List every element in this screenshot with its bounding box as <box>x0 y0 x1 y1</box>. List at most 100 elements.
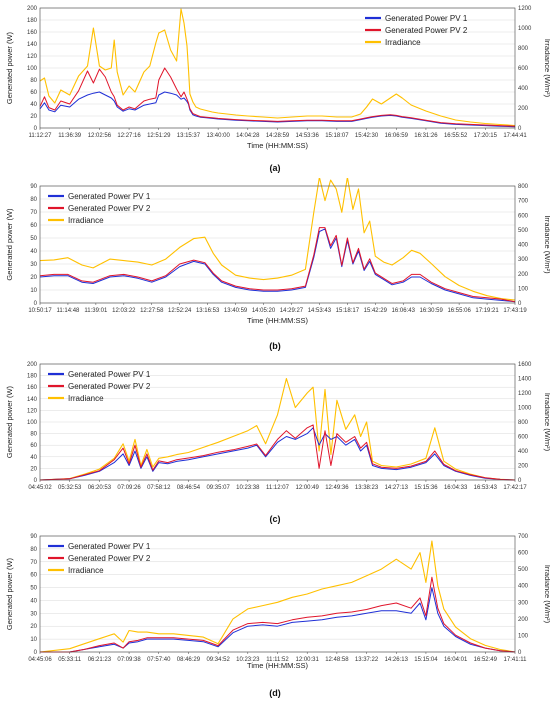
x-tick-label: 16:04:33 <box>444 485 468 491</box>
y-axis-label: Generated power (W) <box>5 385 14 458</box>
x-tick-label: 16:30:59 <box>419 308 443 314</box>
y-tick-label: 50 <box>30 586 37 592</box>
y-tick-label: 140 <box>27 42 38 48</box>
x-tick-label: 04:45:02 <box>28 485 52 491</box>
x-tick-label: 11:14:48 <box>56 308 80 314</box>
x-tick-label: 16:55:06 <box>447 308 471 314</box>
y-tick-label: 60 <box>30 573 37 579</box>
series-line-irradiance <box>39 377 516 481</box>
x-tick-label: 17:20:15 <box>474 133 498 139</box>
x-tick-label: 17:42:17 <box>503 485 527 491</box>
x-tick-label: 14:04:28 <box>236 133 260 139</box>
y-tick-label: 80 <box>30 432 37 438</box>
x-tick-label: 11:12:07 <box>266 485 290 491</box>
x-axis-label: Time (HH:MM:SS) <box>247 141 308 150</box>
chart-panel-a: 0 20 40 60 80 100 120 140 160 180 200 0 200 400 600 800… <box>0 0 550 178</box>
x-tick-label: 07:58:12 <box>147 485 171 491</box>
y2-tick-label: 200 <box>518 272 529 278</box>
y-tick-label: 30 <box>30 611 37 617</box>
y-tick-label: 60 <box>30 443 37 449</box>
x-tick-label: 16:04:01 <box>444 657 468 663</box>
plot-frame <box>39 7 516 129</box>
x-tick-label: 07:09:26 <box>117 485 141 491</box>
x-tick-label: 12:00:31 <box>296 657 320 663</box>
y2-tick-label: 1000 <box>518 406 532 412</box>
x-tick-label: 13:16:53 <box>196 308 220 314</box>
panel-caption: (b) <box>269 341 281 351</box>
y-tick-label: 80 <box>30 78 37 84</box>
x-tick-label: 15:18:07 <box>325 133 349 139</box>
legend-label: Generated Power PV 2 <box>385 26 468 35</box>
plot-frame <box>39 363 516 481</box>
y2-axis-label: Irradiance (W/m²) <box>543 215 550 274</box>
x-axis-label: Time (HH:MM:SS) <box>247 661 308 670</box>
legend-label: Generated Power PV 2 <box>68 554 151 563</box>
x-tick-label: 13:37:22 <box>355 657 379 663</box>
x-tick-label: 11:11:52 <box>266 657 289 663</box>
x-tick-label: 16:55:52 <box>444 133 468 139</box>
x-tick-label: 06:20:53 <box>88 485 112 491</box>
x-tick-label: 07:09:38 <box>117 657 141 663</box>
legend-label: Generated Power PV 1 <box>68 370 151 379</box>
y-tick-label: 200 <box>27 362 38 368</box>
x-tick-label: 17:44:41 <box>503 133 527 139</box>
x-tick-label: 12:00:49 <box>296 485 320 491</box>
y-tick-label: 20 <box>30 624 37 630</box>
y2-tick-label: 0 <box>518 478 522 484</box>
legend-label: Irradiance <box>68 566 104 575</box>
series-line-generated-power-pv-1 <box>39 91 516 128</box>
series-line-irradiance <box>39 176 516 301</box>
x-tick-label: 08:46:54 <box>177 485 201 491</box>
x-tick-label: 17:43:19 <box>503 308 527 314</box>
x-tick-label: 12:49:36 <box>325 485 349 491</box>
y-tick-label: 0 <box>34 126 38 132</box>
y2-tick-label: 600 <box>518 435 529 441</box>
x-tick-label: 11:36:39 <box>58 133 82 139</box>
x-tick-label: 15:42:30 <box>355 133 379 139</box>
y2-tick-label: 0 <box>518 301 522 307</box>
legend-label: Generated Power PV 2 <box>68 204 151 213</box>
y2-tick-label: 400 <box>518 449 529 455</box>
y2-tick-label: 1200 <box>518 391 532 397</box>
y-tick-label: 70 <box>30 560 37 566</box>
y-tick-label: 180 <box>27 18 38 24</box>
y-tick-label: 20 <box>30 466 37 472</box>
x-tick-label: 17:19:21 <box>475 308 499 314</box>
x-tick-label: 12:27:16 <box>117 133 141 139</box>
y2-tick-label: 100 <box>518 286 529 292</box>
y2-tick-label: 700 <box>518 534 529 540</box>
y-tick-label: 40 <box>30 598 37 604</box>
y-tick-label: 60 <box>30 223 37 229</box>
y2-tick-label: 800 <box>518 420 529 426</box>
x-tick-label: 15:15:36 <box>414 485 438 491</box>
x-tick-label: 12:27:58 <box>140 308 164 314</box>
chart-svg: 0 20 40 60 80 100 120 140 160 180 200 0 200 400 600 800… <box>5 6 550 173</box>
y2-tick-label: 400 <box>518 243 529 249</box>
y-tick-label: 80 <box>30 547 37 553</box>
x-tick-label: 16:06:59 <box>385 133 409 139</box>
y-tick-label: 200 <box>27 6 38 12</box>
panel-caption: (a) <box>270 163 281 173</box>
chart-panel-d: 0 10 20 30 40 50 60 70 80 90 0 100 200 300 400 500 600 70… <box>0 528 550 705</box>
y-tick-label: 100 <box>27 420 38 426</box>
chart-panel-b: 0 10 20 30 40 50 60 70 80 90 0 100 200 300 400 500 600 70… <box>0 176 550 356</box>
y-tick-label: 120 <box>27 408 38 414</box>
x-tick-label: 14:53:36 <box>296 133 320 139</box>
y2-tick-label: 600 <box>518 551 529 557</box>
y2-tick-label: 0 <box>518 650 522 656</box>
y-tick-label: 80 <box>30 197 37 203</box>
y-tick-label: 180 <box>27 374 38 380</box>
x-tick-label: 11:39:01 <box>84 308 108 314</box>
y-tick-label: 90 <box>30 534 37 540</box>
chart-svg: 0 20 40 60 80 100 120 140 160 180 200 0 200 400 600 800… <box>5 362 550 524</box>
x-tick-label: 14:28:59 <box>266 133 290 139</box>
y2-tick-label: 300 <box>518 600 529 606</box>
y2-tick-label: 0 <box>518 126 522 132</box>
y-tick-label: 0 <box>34 478 38 484</box>
x-tick-label: 08:46:29 <box>177 657 201 663</box>
y2-tick-label: 500 <box>518 567 529 573</box>
x-tick-label: 13:15:37 <box>177 133 201 139</box>
y-axis-label: Generated power (W) <box>5 208 14 281</box>
x-tick-label: 14:53:43 <box>308 308 332 314</box>
y-tick-label: 40 <box>30 249 37 255</box>
